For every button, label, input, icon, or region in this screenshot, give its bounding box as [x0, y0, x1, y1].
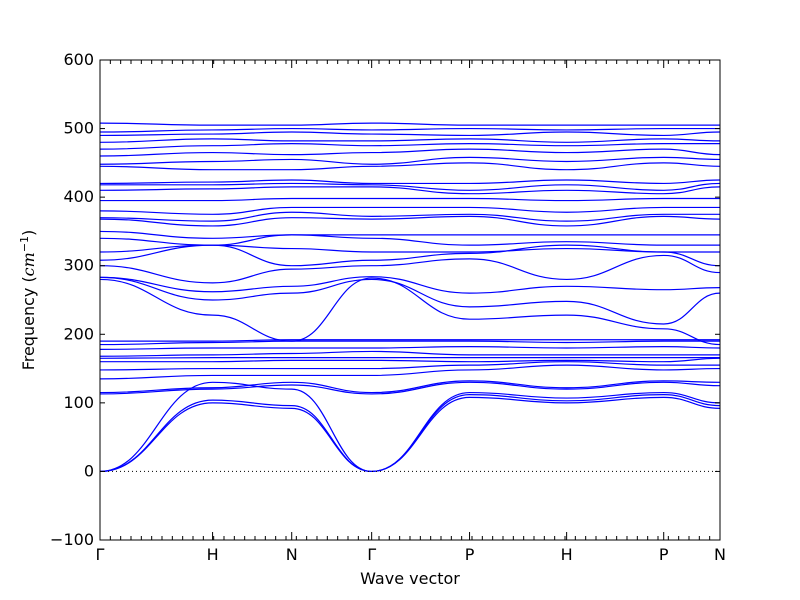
x-tick-label: P: [659, 545, 669, 564]
x-tick-label: H: [561, 545, 573, 564]
phonon-band-29: [99, 162, 721, 171]
phonon-band-16: [99, 276, 721, 294]
y-axis-label-unit: cm: [19, 252, 38, 276]
y-tick-label: 400: [63, 187, 94, 206]
phonon-band-32: [99, 143, 720, 150]
phonon-band-34: [99, 131, 721, 137]
bands-layer: [99, 122, 721, 473]
phonon-band-35: [99, 127, 720, 133]
y-axis-label-prefix: Frequency (: [19, 276, 38, 370]
plot-frame: [99, 59, 721, 541]
phonon-band-17: [99, 254, 721, 284]
phonon-band-24: [99, 206, 720, 215]
phonon-band-10: [99, 350, 720, 357]
phonon-band-8: [99, 357, 721, 363]
phonon-band-31: [99, 148, 721, 157]
x-tick-label: H: [207, 545, 219, 564]
phonon-band-3: [99, 381, 721, 473]
phonon-band-36: [99, 122, 720, 126]
phonon-band-33: [99, 138, 721, 143]
phonon-band-26: [99, 186, 721, 195]
x-tick-label: Γ: [367, 545, 376, 564]
y-axis-label-suffix: ): [19, 230, 38, 236]
x-tick-label: N: [714, 545, 726, 564]
phonon-band-15: [99, 276, 721, 325]
x-tick-label: N: [286, 545, 298, 564]
phonon-band-5: [99, 380, 721, 394]
phonon-band-20: [99, 234, 720, 246]
phonon-band-27: [100, 182, 721, 191]
y-axis-label-unit-exponent: −1: [18, 236, 31, 252]
phonon-band-9: [99, 356, 720, 359]
tick-labels-layer: −100 0 100 200 300 400 500 600 Γ H N Γ P H P N: [50, 50, 726, 564]
phonon-band-4: [99, 381, 721, 395]
phonon-band-21: [99, 230, 720, 239]
y-tick-label: 0: [84, 461, 94, 480]
phonon-band-13: [100, 339, 720, 342]
phonon-band-28: [99, 179, 721, 185]
x-axis-label: Wave vector: [360, 569, 460, 588]
phonon-band-23: [99, 211, 720, 222]
phonon-band-6: [99, 364, 721, 380]
y-tick-label: 200: [63, 324, 94, 343]
y-tick-label: 100: [63, 393, 94, 412]
y-tick-label: −100: [50, 530, 94, 549]
x-tick-label: P: [465, 545, 475, 564]
y-tick-label: 500: [63, 119, 94, 138]
y-axis-label: Frequency (cm−1): [18, 230, 39, 371]
phonon-band-22: [99, 215, 721, 227]
phonon-band-11: [99, 346, 721, 350]
y-tick-label: 600: [63, 50, 94, 69]
phonon-band-30: [99, 156, 721, 165]
phonon-band-1: [99, 396, 721, 473]
y-tick-label: 300: [63, 256, 94, 275]
phonon-band-14: [99, 277, 721, 346]
phonon-band-7: [99, 361, 720, 371]
ticks-layer: [99, 59, 721, 541]
phonon-band-25: [100, 197, 720, 202]
phonon-band-19: [99, 244, 720, 253]
phonon-band-12: [99, 340, 720, 346]
x-tick-label: Γ: [96, 545, 105, 564]
